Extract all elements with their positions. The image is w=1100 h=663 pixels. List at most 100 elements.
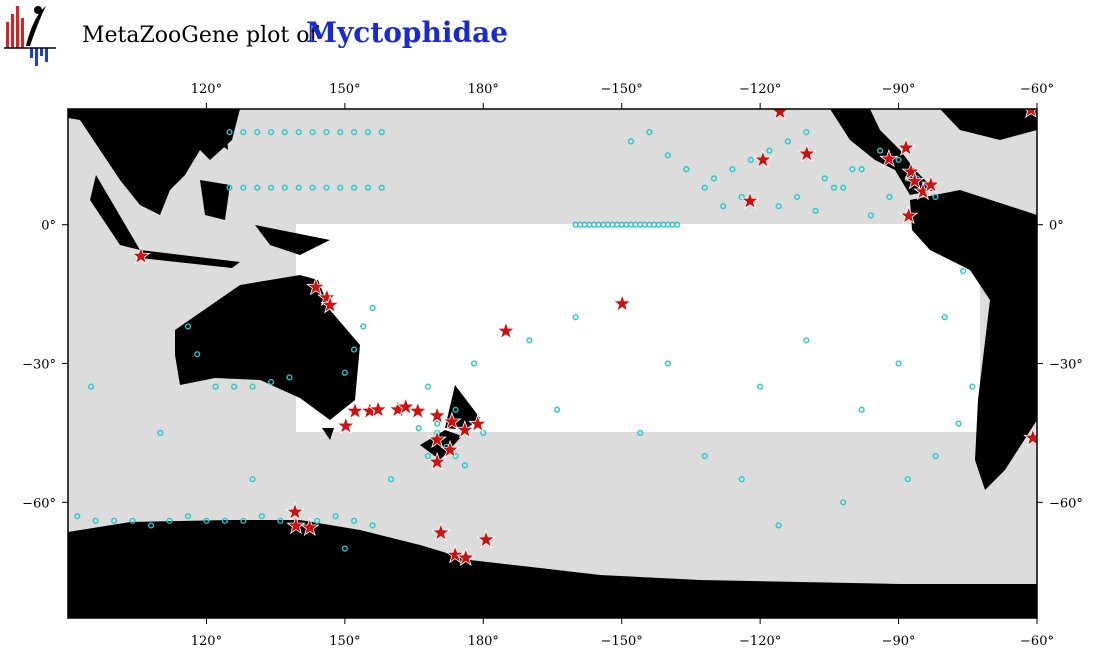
sample-point (221, 517, 228, 524)
sample-point (424, 452, 432, 460)
sample-point (267, 378, 275, 386)
sample-point (267, 129, 275, 136)
sample-point (683, 166, 690, 173)
sample-point (701, 184, 708, 191)
x-tick-label: −90° (882, 634, 916, 649)
record-star (901, 161, 921, 181)
sample-point (424, 383, 432, 390)
sample-point (526, 337, 533, 344)
sample-point (738, 476, 745, 483)
sample-point (254, 184, 261, 191)
record-star (476, 529, 496, 549)
record-star (306, 276, 326, 296)
sample-points (74, 129, 976, 552)
record-star (612, 293, 632, 313)
x-tick-label: 180° (468, 82, 499, 97)
y-tick-label: 0° (1049, 219, 1064, 234)
sample-point (281, 129, 288, 136)
sample-point (710, 175, 718, 182)
sample-point (295, 184, 302, 191)
record-star (408, 401, 428, 420)
sample-point (332, 513, 339, 520)
sample-point (341, 545, 348, 552)
x-tick-label: −120° (739, 82, 781, 97)
record-star (456, 547, 476, 567)
sample-point (867, 212, 874, 219)
record-star (770, 109, 790, 121)
sample-point (226, 184, 233, 191)
sample-point (434, 420, 441, 427)
record-star (921, 174, 941, 194)
record-star (431, 522, 451, 542)
sample-point (673, 221, 681, 228)
sample-point (387, 476, 395, 483)
sample-point (226, 129, 233, 136)
sample-point (775, 203, 782, 210)
sample-point (203, 517, 210, 524)
sample-point (830, 184, 838, 191)
x-tick-label: 150° (329, 82, 360, 97)
sample-point (364, 129, 372, 136)
record-star (317, 287, 337, 307)
record-star (1024, 109, 1037, 119)
sample-point (775, 522, 782, 529)
sample-point (470, 360, 478, 367)
sample-point (378, 129, 385, 136)
sample-point (793, 193, 801, 201)
y-tick-label: 0° (41, 219, 56, 234)
sample-point (729, 166, 736, 173)
sample-point (840, 499, 847, 506)
sample-point (212, 383, 219, 390)
sample-point (369, 522, 376, 529)
sample-point (157, 429, 164, 437)
x-tick-label: 120° (191, 634, 222, 649)
record-star (496, 320, 516, 340)
sample-point (932, 452, 939, 460)
sample-point (858, 166, 865, 173)
sample-point (637, 429, 644, 437)
sample-point (738, 193, 745, 201)
sample-point (664, 360, 671, 367)
sample-point (840, 184, 847, 191)
x-tick-label: −60° (1020, 634, 1054, 649)
record-star (1023, 427, 1037, 447)
record-star (336, 415, 356, 435)
sample-point (572, 314, 579, 321)
sample-point (812, 207, 819, 214)
title: MetaZooGene plot of (82, 23, 319, 48)
sample-point (129, 517, 136, 524)
sample-point (111, 517, 118, 524)
sample-point (323, 129, 330, 136)
record-star (440, 439, 460, 459)
sample-point (323, 184, 330, 191)
record-star (740, 190, 760, 210)
sample-point (87, 383, 95, 390)
sample-point (277, 517, 284, 524)
sample-point (74, 513, 81, 520)
y-tick-label: −60° (22, 496, 56, 511)
sample-point (480, 429, 487, 437)
sample-point (350, 184, 358, 191)
sample-point (415, 425, 422, 432)
y-tick-label: −60° (1049, 496, 1083, 511)
taxon: Myctophidae (306, 16, 508, 49)
logo (4, 6, 56, 66)
land (68, 109, 1037, 618)
record-star (300, 517, 320, 536)
sample-point (364, 184, 372, 191)
sample-point (452, 406, 459, 413)
record-star (131, 245, 151, 265)
sample-point (295, 129, 302, 136)
sample-point (147, 522, 155, 529)
sample-point (960, 267, 967, 275)
sample-point (249, 383, 256, 390)
record-star (427, 429, 447, 449)
sample-point (337, 129, 344, 136)
sample-point (858, 406, 865, 413)
x-tick-label: −150° (601, 634, 643, 649)
sample-point (281, 184, 288, 191)
x-tick-label: −150° (601, 82, 643, 97)
sample-point (720, 203, 727, 210)
sample-point (350, 346, 358, 353)
sample-point (341, 369, 348, 376)
